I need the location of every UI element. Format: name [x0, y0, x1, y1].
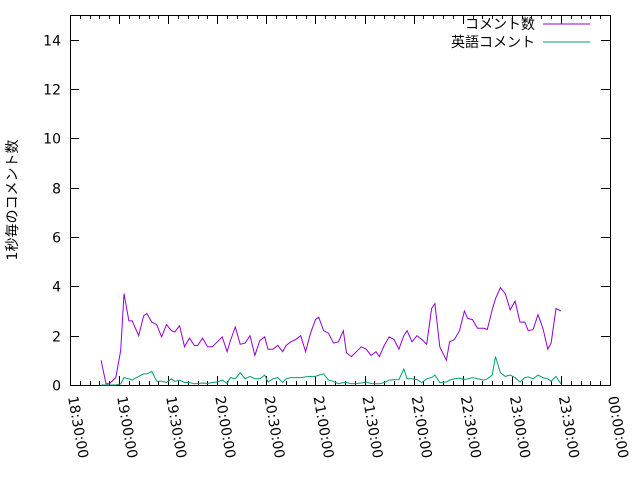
- y-tick-label: 4: [52, 280, 61, 296]
- series-lines: [100, 286, 562, 386]
- x-tick-label: 19:00:00: [113, 395, 140, 460]
- x-tick-label: 23:00:00: [506, 395, 533, 460]
- y-tick-label: 2: [52, 330, 61, 346]
- y-tick-label: 6: [52, 231, 61, 247]
- x-tick-label: 20:00:00: [211, 395, 238, 460]
- y-tick-labels: 0 2 4 6 8 10 12 14: [43, 34, 61, 395]
- y-axis-label: 1秒毎のコメント数: [5, 140, 21, 261]
- x-tick-label: 00:00:00: [604, 395, 631, 460]
- x-tick-label: 23:30:00: [555, 395, 582, 460]
- y-tick-label: 14: [43, 34, 61, 50]
- legend-label-1: 英語コメント: [451, 34, 535, 51]
- x-tick-label: 21:00:00: [310, 395, 337, 460]
- legend: コメント数 英語コメント: [451, 17, 590, 51]
- legend-label-0: コメント数: [465, 17, 535, 33]
- series-line-1: [101, 356, 562, 386]
- y-tick-label: 12: [43, 83, 61, 99]
- y-tick-label: 8: [52, 182, 61, 198]
- x-tick-label: 21:30:00: [359, 395, 386, 460]
- x-tick-label: 18:30:00: [64, 395, 91, 460]
- x-tick-labels: 18:30:00 19:00:00 19:30:00 20:00:00 20:30:00…: [64, 395, 631, 460]
- x-tick-label: 22:00:00: [408, 395, 435, 460]
- y-tick-label: 0: [52, 379, 61, 395]
- y-tick-label: 10: [43, 132, 61, 148]
- series-line-0: [100, 286, 562, 385]
- x-tick-label: 20:30:00: [260, 395, 287, 460]
- x-tick-label: 19:30:00: [162, 395, 189, 460]
- plot-frame: [70, 15, 611, 386]
- x-tick-label: 22:30:00: [457, 395, 484, 460]
